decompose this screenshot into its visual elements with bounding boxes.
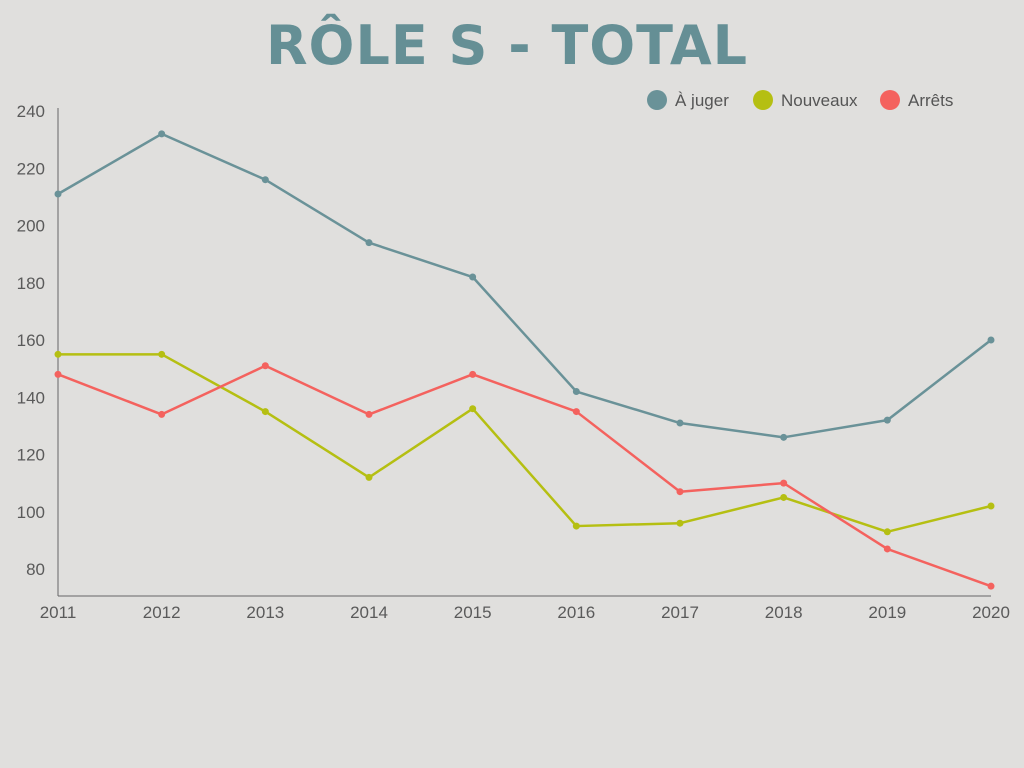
data-point xyxy=(676,519,684,527)
data-point xyxy=(261,362,269,370)
legend-label: Arrêts xyxy=(908,91,953,110)
x-tick-label: 2012 xyxy=(143,603,181,622)
y-tick-label: 240 xyxy=(17,102,45,121)
data-point xyxy=(54,190,62,198)
data-point xyxy=(780,493,788,501)
x-axis-ticks: 2011 2012 2013 2014 2015 2016 2017 2018 2019 2020 xyxy=(40,603,1010,622)
y-tick-label: 200 xyxy=(17,217,45,236)
y-axis-ticks: 80 100 120 140 160 180 200 220 240 xyxy=(17,102,45,579)
legend-marker xyxy=(753,90,773,110)
data-point xyxy=(572,388,580,396)
x-tick-label: 2020 xyxy=(972,603,1010,622)
y-tick-label: 120 xyxy=(17,446,45,465)
data-point xyxy=(572,408,580,416)
x-tick-label: 2015 xyxy=(454,603,492,622)
data-point xyxy=(572,522,580,530)
y-tick-label: 100 xyxy=(17,503,45,522)
data-point xyxy=(780,479,788,487)
x-tick-label: 2013 xyxy=(246,603,284,622)
axes xyxy=(57,108,991,597)
y-tick-label: 220 xyxy=(17,159,45,178)
series-line xyxy=(57,364,992,588)
series-line xyxy=(57,132,992,439)
data-point xyxy=(883,416,891,424)
data-point xyxy=(987,336,995,344)
y-tick-label: 140 xyxy=(17,388,45,407)
data-point xyxy=(780,433,788,441)
legend-label: À juger xyxy=(675,91,729,110)
legend-marker xyxy=(880,90,900,110)
data-point xyxy=(365,473,373,481)
data-point xyxy=(261,176,269,184)
x-tick-label: 2016 xyxy=(557,603,595,622)
series-line xyxy=(58,353,992,534)
series-group xyxy=(54,130,995,590)
data-point xyxy=(365,239,373,247)
data-point xyxy=(883,545,891,553)
data-point xyxy=(676,419,684,427)
data-point xyxy=(987,582,995,590)
data-point xyxy=(469,405,477,413)
x-tick-label: 2017 xyxy=(661,603,699,622)
y-tick-label: 160 xyxy=(17,331,45,350)
data-point xyxy=(365,410,373,418)
data-point xyxy=(158,350,166,358)
data-point xyxy=(987,502,995,510)
data-point xyxy=(676,488,684,496)
data-point xyxy=(54,350,62,358)
x-tick-label: 2019 xyxy=(868,603,906,622)
data-point xyxy=(469,273,477,281)
legend-marker xyxy=(647,90,667,110)
data-point xyxy=(883,528,891,536)
data-point xyxy=(261,408,269,416)
data-point xyxy=(469,370,477,378)
data-point xyxy=(158,130,166,138)
data-point xyxy=(158,410,166,418)
y-tick-label: 80 xyxy=(26,560,45,579)
legend: À juger Nouveaux Arrêts xyxy=(647,90,953,110)
x-tick-label: 2018 xyxy=(765,603,803,622)
x-tick-label: 2011 xyxy=(40,603,77,622)
x-tick-label: 2014 xyxy=(350,603,388,622)
chart-title: RÔLE S - TOTAL xyxy=(265,14,749,77)
legend-label: Nouveaux xyxy=(781,91,858,110)
y-tick-label: 180 xyxy=(17,274,45,293)
data-point xyxy=(54,370,62,378)
